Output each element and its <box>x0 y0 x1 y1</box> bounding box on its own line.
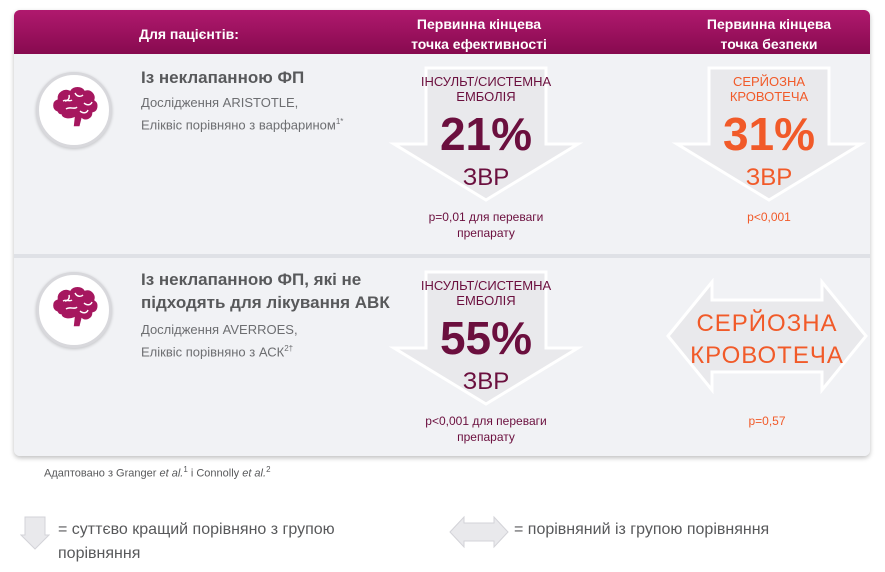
efficacy-p-value: p<0,001 для переваги препарату <box>425 414 547 444</box>
efficacy-p-value: p=0,01 для переваги препарату <box>428 210 544 240</box>
results-card: Для пацієнтів: Первинна кінцева точка еф… <box>14 10 870 456</box>
row-comparison: Еліквіс порівняно з варфарином1* <box>141 117 344 133</box>
safety-header: Первинна кінцева точка безпеки <box>706 16 832 52</box>
row-title: Із неклапанною ФП, які не підходять для … <box>141 270 390 312</box>
legend-double-arrow-icon <box>449 515 509 549</box>
efficacy-value: 55% <box>439 312 533 364</box>
legend-down-arrow-icon <box>20 516 50 550</box>
down-arrow-efficacy <box>388 66 584 202</box>
down-arrow-efficacy <box>388 270 584 406</box>
row-aristotle: Із неклапанною ФП Дослідження ARISTOTLE,… <box>14 54 870 254</box>
safety-value: 31% <box>722 108 816 160</box>
double-arrow-safety <box>666 277 868 395</box>
safety-endpoint-label: СЕРЙОЗНА КРОВОТЕЧА <box>690 310 844 369</box>
efficacy-header: Первинна кінцева точка ефективності <box>411 16 547 52</box>
efficacy-endpoint-label: ІНСУЛЬТ/СИСТЕМНА ЕМБОЛІЯ <box>420 278 552 308</box>
row-comparison: Еліквіс порівняно з АСК2† <box>141 344 294 360</box>
safety-endpoint-label: СЕРЙОЗНА КРОВОТЕЧА <box>729 74 809 104</box>
source-footnote: Адаптовано з Granger et al.1 і Connolly … <box>44 465 271 480</box>
efficacy-unit: ЗВР <box>462 164 510 191</box>
legend-double-text: = порівняний із групою порівняння <box>514 521 770 538</box>
row-study: Дослідження AVERROES, <box>141 322 298 337</box>
safety-p-value: p<0,001 <box>747 210 791 224</box>
table-header: Для пацієнтів: Первинна кінцева точка еф… <box>14 10 870 54</box>
legend-down-text: = суттєво кращий порівняно з групою порі… <box>58 521 335 562</box>
row-averroes: Із неклапанною ФП, які не підходять для … <box>14 258 870 456</box>
brain-icon <box>36 272 112 348</box>
efficacy-endpoint-label: ІНСУЛЬТ/СИСТЕМНА ЕМБОЛІЯ <box>420 74 552 104</box>
row-study: Дослідження ARISTOTLE, <box>141 95 299 110</box>
down-arrow-safety <box>671 66 867 202</box>
brain-icon <box>36 72 112 148</box>
efficacy-value: 21% <box>439 108 533 160</box>
efficacy-unit: ЗВР <box>462 368 510 395</box>
row-divider <box>14 254 870 258</box>
patients-header: Для пацієнтів: <box>139 26 239 42</box>
row-title: Із неклапанною ФП <box>141 68 305 87</box>
safety-unit: ЗВР <box>745 164 793 191</box>
safety-p-value: p=0,57 <box>748 414 786 428</box>
